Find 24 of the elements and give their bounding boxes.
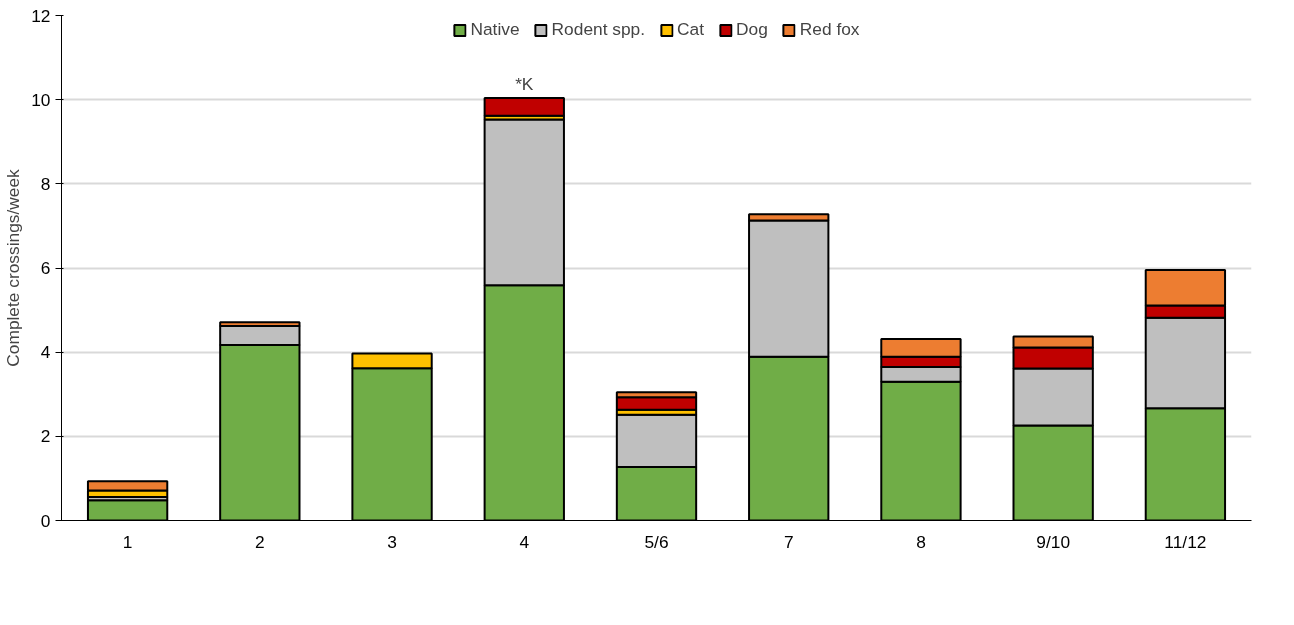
legend-label: Dog bbox=[736, 19, 768, 40]
x-tick-label: 2 bbox=[255, 531, 265, 552]
y-tick-label: 0 bbox=[40, 510, 51, 531]
bar bbox=[483, 96, 565, 117]
legend-label: Cat bbox=[677, 19, 705, 40]
y-tick-label: 2 bbox=[40, 426, 51, 447]
legend-label: Native bbox=[470, 19, 520, 40]
y-tick-label: 8 bbox=[40, 173, 51, 194]
annotation: *K bbox=[515, 73, 534, 94]
legend-label: Red fox bbox=[799, 19, 860, 40]
x-tick-label: 3 bbox=[387, 531, 397, 552]
x-tick-label: 7 bbox=[783, 531, 794, 552]
x-tick-label: 8 bbox=[916, 531, 926, 552]
x-tick-label: 1 bbox=[122, 531, 133, 552]
y-axis-title: Complete crossings/week bbox=[3, 168, 24, 367]
y-tick-label: 6 bbox=[40, 258, 51, 278]
y-tick-label: 10 bbox=[31, 89, 51, 110]
x-tick-label: 9/10 bbox=[1036, 531, 1071, 552]
y-tick-label: 12 bbox=[31, 5, 51, 26]
y-tick-label: 4 bbox=[40, 342, 51, 363]
legend-label: Rodent spp. bbox=[551, 19, 646, 40]
x-tick-label: 5/6 bbox=[644, 531, 669, 552]
x-tick-label: 11/12 bbox=[1164, 531, 1207, 552]
x-tick-label: 4 bbox=[519, 531, 530, 552]
